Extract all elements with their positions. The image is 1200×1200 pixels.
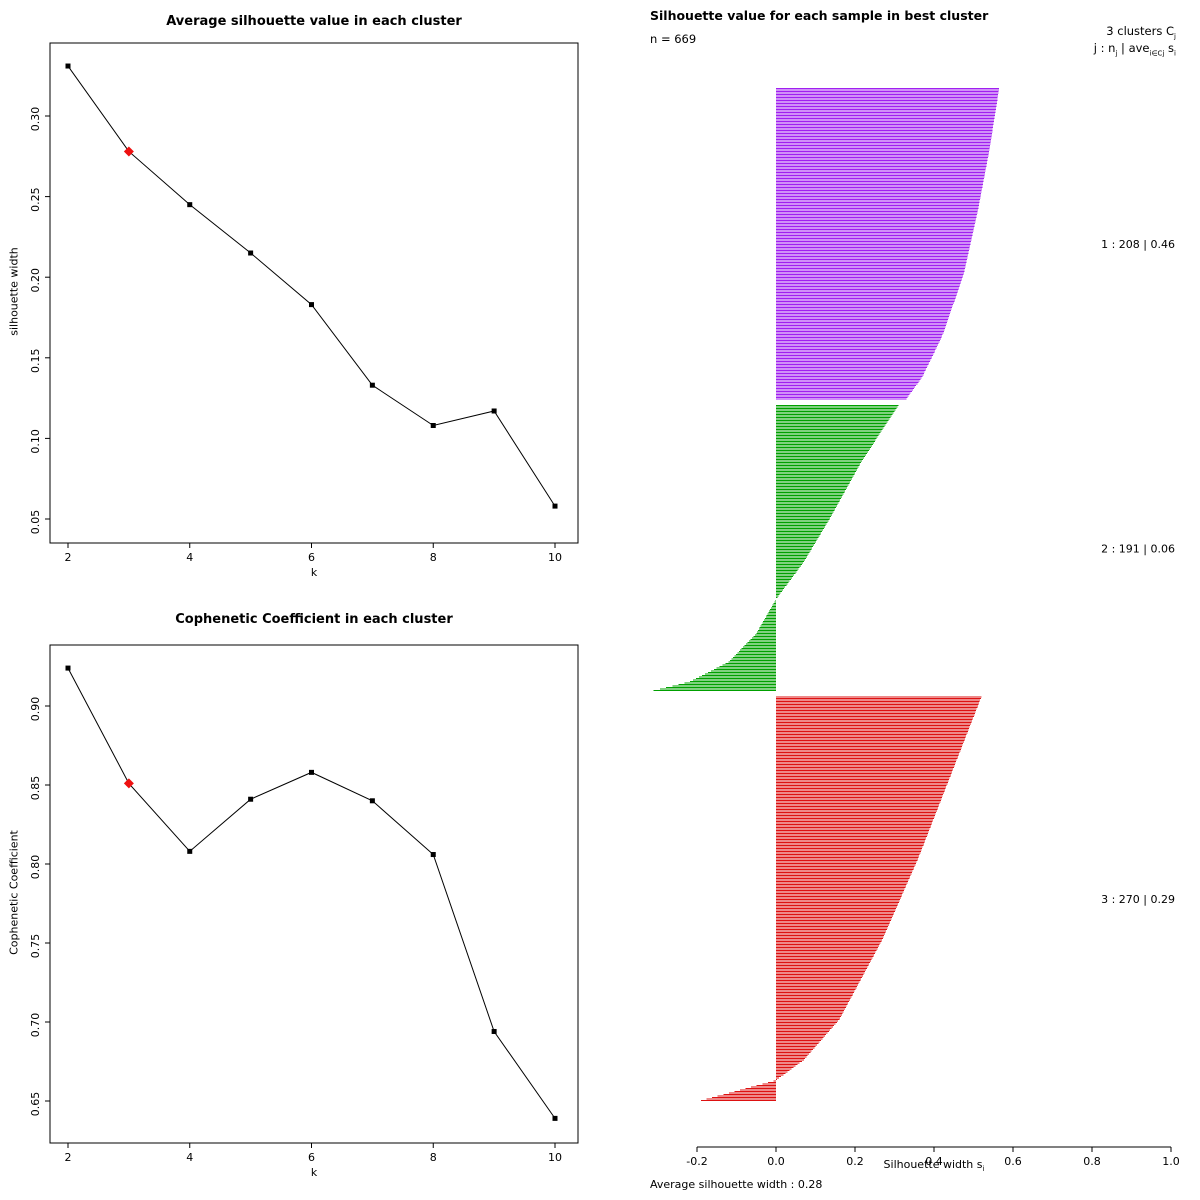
data-point: [552, 503, 558, 509]
data-point: [491, 408, 497, 414]
cophenetic-plot: 2 4 6 8 10 0.65 0.70 0.75 0.80 0.85 0.90: [29, 644, 579, 1164]
legend-line2-s2: i∈Cj: [1149, 49, 1165, 58]
y-tick-label: 0.90: [29, 697, 42, 722]
plot-box: [49, 42, 579, 544]
series-line: [67, 65, 556, 507]
x-tick-label: 0.2: [846, 1155, 864, 1168]
highlight-point: [123, 146, 134, 157]
data-point: [491, 1028, 497, 1034]
legend-line2-p2: | ave: [1117, 41, 1150, 55]
silhouette-legend-line2: j : nj | avei∈Cj si: [876, 41, 1176, 57]
x-tick-label: 0.0: [767, 1155, 785, 1168]
data-point: [369, 382, 375, 388]
y-tick-label: 0.65: [29, 1092, 42, 1117]
data-point: [187, 848, 193, 854]
data-point: [248, 796, 254, 802]
y-tick-label: 0.75: [29, 934, 42, 959]
x-tick-label: 6: [308, 551, 315, 564]
x-tick-label: -0.2: [686, 1155, 707, 1168]
cophenetic-ylabel: Cophenetic Coefficient: [7, 830, 21, 955]
legend-line2-s3: i: [1174, 49, 1176, 58]
y-tick-label: 0.05: [29, 510, 42, 535]
series-line: [67, 667, 556, 1119]
avg-silhouette-plot: 2 4 6 8 10 0.05 0.10 0.15 0.20 0.25 0.30: [29, 42, 579, 564]
data-point: [187, 202, 193, 208]
x-tick-label: 0.6: [1004, 1155, 1022, 1168]
data-point: [65, 63, 71, 69]
x-tick-label: 10: [548, 551, 562, 564]
data-point: [430, 852, 436, 858]
cophenetic-xlabel: k: [310, 1166, 318, 1179]
data-point: [65, 665, 71, 671]
silhouette-title: Silhouette value for each sample in best…: [650, 8, 989, 23]
y-tick-label: 0.20: [29, 268, 42, 293]
legend-line2-p1: j : n: [1093, 41, 1116, 55]
silhouette-n-label: n = 669: [650, 32, 697, 46]
cluster-label: 2 : 191 | 0.06: [1101, 542, 1175, 555]
avg-silhouette-title: Average silhouette value in each cluster: [166, 14, 462, 29]
data-point: [430, 423, 436, 429]
highlight-point: [123, 778, 134, 789]
x-tick-label: 1.0: [1162, 1155, 1180, 1168]
y-tick-label: 0.10: [29, 429, 42, 454]
data-point: [369, 798, 375, 804]
x-tick-label: 4: [186, 1151, 193, 1164]
silhouette-xlabel-text: Silhouette width s: [883, 1158, 983, 1171]
y-tick-label: 0.80: [29, 855, 42, 880]
silhouette-plot: 1 : 208 | 0.46 2 : 191 | 0.06 3 : 270 | 0.…: [653, 88, 1180, 1168]
avg-silhouette-xlabel: k: [310, 566, 318, 579]
cluster-label: 1 : 208 | 0.46: [1101, 238, 1175, 251]
legend-line2-s1: j: [1115, 49, 1118, 58]
y-tick-label: 0.85: [29, 776, 42, 801]
silhouette-footer: Average silhouette width : 0.28: [650, 1178, 823, 1191]
y-tick-label: 0.15: [29, 349, 42, 374]
x-tick-label: 4: [186, 551, 193, 564]
x-tick-label: 8: [430, 1151, 437, 1164]
data-point: [248, 250, 254, 256]
y-tick-label: 0.30: [29, 107, 42, 132]
legend-line1-sub: j: [1174, 32, 1176, 41]
silhouette-legend-line1: 3 clusters Cj: [876, 24, 1176, 40]
silhouette-xlabel-sub: i: [982, 1165, 985, 1174]
x-tick-label: 6: [308, 1151, 315, 1164]
y-tick-label: 0.70: [29, 1013, 42, 1038]
data-point: [552, 1115, 558, 1121]
x-tick-label: 2: [65, 1151, 72, 1164]
plot-box: [49, 644, 579, 1144]
legend-line1-text: 3 clusters C: [1106, 24, 1175, 38]
x-tick-label: 0.4: [925, 1155, 943, 1168]
x-tick-label: 8: [430, 551, 437, 564]
legend-line2-p3: s: [1164, 41, 1175, 55]
x-tick-label: 10: [548, 1151, 562, 1164]
data-point: [309, 769, 314, 775]
x-tick-label: 0.8: [1083, 1155, 1101, 1168]
silhouette-xlabel: Silhouette width si: [834, 1158, 1034, 1173]
y-tick-label: 0.25: [29, 187, 42, 212]
cluster-label: 3 : 270 | 0.29: [1101, 893, 1175, 906]
avg-silhouette-ylabel: silhouette width: [7, 247, 21, 336]
cophenetic-title: Cophenetic Coefficient in each cluster: [175, 612, 453, 627]
data-point: [309, 302, 314, 308]
x-tick-label: 2: [65, 551, 72, 564]
